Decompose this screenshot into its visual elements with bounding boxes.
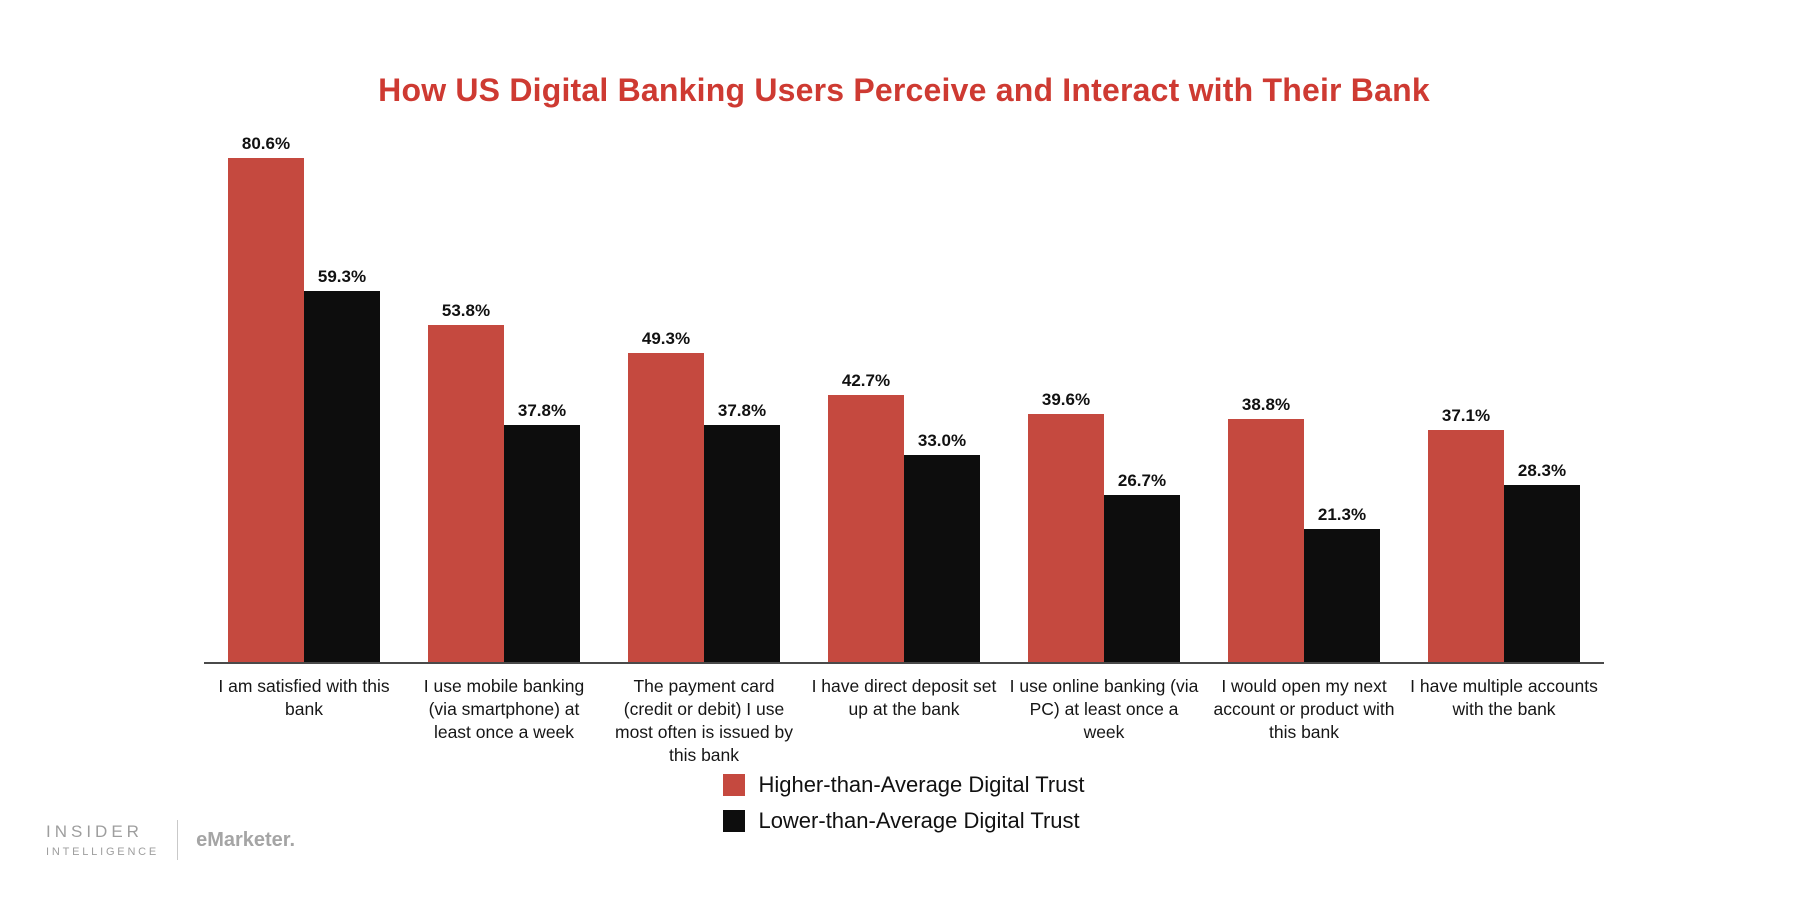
legend-item-lower: Lower-than-Average Digital Trust: [723, 808, 1080, 834]
legend-box: Higher-than-Average Digital Trust Lower-…: [723, 772, 1085, 834]
higher-bar-column: 42.7%: [828, 371, 904, 662]
lower-bar-column: 26.7%: [1104, 471, 1180, 662]
category-label: I have multiple accounts with the bank: [1410, 676, 1598, 720]
value-label: 21.3%: [1317, 505, 1367, 524]
lower-bar: [1104, 495, 1180, 662]
lower-bar: [1304, 529, 1380, 662]
bar-group: 42.7% 33.0%: [804, 371, 1004, 662]
value-label: 37.1%: [1441, 406, 1491, 425]
bar-group: 37.1% 28.3%: [1404, 406, 1604, 662]
category-labels: I am satisfied with this bank I use mobil…: [204, 664, 1604, 767]
intelligence-logo-text: INTELLIGENCE: [46, 846, 160, 858]
insider-logo-text: INSIDER: [46, 822, 143, 841]
higher-bar: [1428, 430, 1504, 662]
legend-label-lower: Lower-than-Average Digital Trust: [758, 808, 1080, 833]
higher-bar-column: 49.3%: [628, 329, 704, 662]
category-label: I am satisfied with this bank: [218, 676, 390, 720]
bar-chart: 80.6% 59.3% 53.8% 37.8% 49.3% 37.8% 42.7% 33.0%…: [204, 132, 1604, 767]
category-label: I use mobile banking (via smartphone) at…: [423, 676, 585, 743]
bar-group: 80.6% 59.3%: [204, 134, 404, 662]
higher-bar-column: 38.8%: [1228, 395, 1304, 662]
lower-bar-column: 21.3%: [1304, 505, 1380, 662]
value-label: 59.3%: [317, 267, 367, 286]
bar-group: 49.3% 37.8%: [604, 329, 804, 662]
higher-bar: [228, 158, 304, 662]
value-label: 80.6%: [241, 134, 291, 153]
higher-bar: [828, 395, 904, 662]
value-label: 28.3%: [1517, 461, 1567, 480]
category-label: I would open my next account or product …: [1213, 676, 1395, 743]
lower-bar-column: 28.3%: [1504, 461, 1580, 662]
higher-bar: [628, 353, 704, 662]
bar-group: 39.6% 26.7%: [1004, 390, 1204, 662]
value-label: 49.3%: [641, 329, 691, 348]
brand-footer: INSIDER INTELLIGENCE eMarketer.: [46, 820, 295, 860]
insider-intelligence-logo: INSIDER INTELLIGENCE: [46, 822, 159, 858]
lower-bar: [704, 425, 780, 662]
value-label: 38.8%: [1241, 395, 1291, 414]
category-label: I use online banking (via PC) at least o…: [1009, 676, 1199, 743]
value-label: 53.8%: [441, 301, 491, 320]
lower-bar: [504, 425, 580, 662]
bar-group: 53.8% 37.8%: [404, 301, 604, 662]
lower-bar-column: 37.8%: [504, 401, 580, 662]
higher-bar-column: 53.8%: [428, 301, 504, 662]
emarketer-logo: eMarketer.: [196, 828, 296, 851]
lower-bar-column: 59.3%: [304, 267, 380, 662]
higher-bar: [1028, 414, 1104, 662]
value-label: 37.8%: [717, 401, 767, 420]
legend-swatch-higher: [723, 774, 746, 796]
lower-bar: [904, 455, 980, 662]
value-label: 37.8%: [517, 401, 567, 420]
lower-bar-column: 33.0%: [904, 431, 980, 662]
value-label: 42.7%: [841, 371, 891, 390]
higher-bar: [1228, 419, 1304, 662]
legend-swatch-lower: [723, 810, 746, 832]
lower-bar: [1504, 485, 1580, 662]
legend-label-higher: Higher-than-Average Digital Trust: [758, 772, 1085, 797]
chart-legend: Higher-than-Average Digital Trust Lower-…: [0, 772, 1808, 834]
lower-bar: [304, 291, 380, 662]
higher-bar-column: 39.6%: [1028, 390, 1104, 662]
higher-bar-column: 80.6%: [228, 134, 304, 662]
higher-bar: [428, 325, 504, 662]
bar-group: 38.8% 21.3%: [1204, 395, 1404, 662]
value-label: 39.6%: [1041, 390, 1091, 409]
higher-bar-column: 37.1%: [1428, 406, 1504, 662]
plot-area: 80.6% 59.3% 53.8% 37.8% 49.3% 37.8% 42.7% 33.0%…: [204, 132, 1604, 664]
chart-title: How US Digital Banking Users Perceive an…: [378, 72, 1430, 108]
lower-bar-column: 37.8%: [704, 401, 780, 662]
footer-divider: [177, 820, 179, 860]
value-label: 33.0%: [917, 431, 967, 450]
category-label: I have direct deposit set up at the bank: [811, 676, 997, 720]
value-label: 26.7%: [1117, 471, 1167, 490]
legend-item-higher: Higher-than-Average Digital Trust: [723, 772, 1085, 798]
category-label: The payment card (credit or debit) I use…: [615, 676, 793, 766]
